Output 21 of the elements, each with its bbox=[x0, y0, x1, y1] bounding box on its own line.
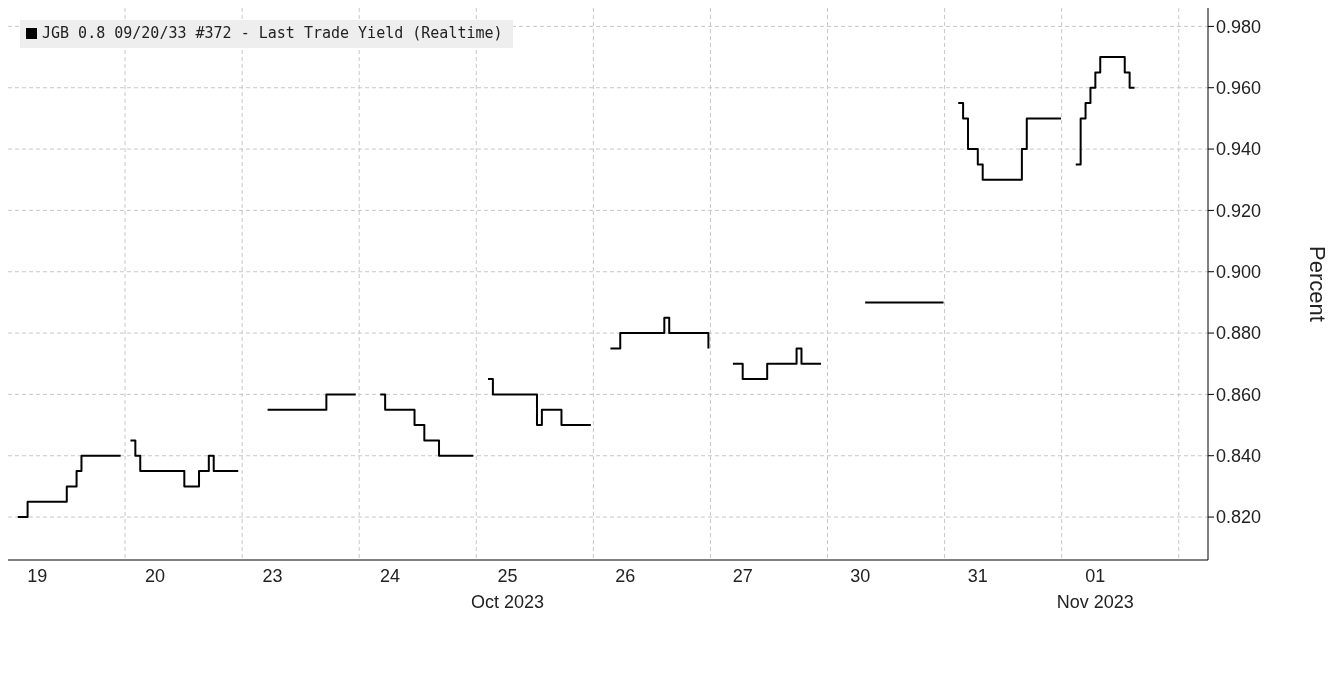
y-tick-label: 0.960 bbox=[1216, 78, 1262, 99]
x-tick-label: 31 bbox=[967, 566, 988, 586]
x-tick-label: 23 bbox=[262, 566, 283, 586]
y-tick-label: 0.980 bbox=[1216, 16, 1262, 37]
y-tick-label: 0.840 bbox=[1216, 446, 1262, 467]
y-axis-title: Percent bbox=[1305, 246, 1331, 322]
x-tick-label: 20 bbox=[144, 566, 165, 586]
y-tick-label: 0.820 bbox=[1216, 507, 1262, 528]
y-tick-label: 0.940 bbox=[1216, 139, 1262, 160]
x-tick-label: 24 bbox=[380, 566, 401, 586]
y-tick-label: 0.900 bbox=[1216, 262, 1262, 283]
y-tick-label: 0.860 bbox=[1216, 384, 1262, 405]
x-tick-label: 30 bbox=[850, 566, 871, 586]
y-tick-label: 0.920 bbox=[1216, 200, 1262, 221]
x-tick-label: 26 bbox=[615, 566, 636, 586]
y-tick-label: 0.880 bbox=[1216, 323, 1262, 344]
x-tick-label: 25 Oct 2023 bbox=[471, 566, 545, 612]
x-tick-label: 19 bbox=[27, 566, 48, 586]
x-tick-label: 27 bbox=[732, 566, 753, 586]
legend-label: JGB 0.8 09/20/33 #372 - Last Trade Yield (Realtime) bbox=[42, 24, 503, 42]
x-tick-label: 01 Nov 2023 bbox=[1056, 566, 1134, 612]
